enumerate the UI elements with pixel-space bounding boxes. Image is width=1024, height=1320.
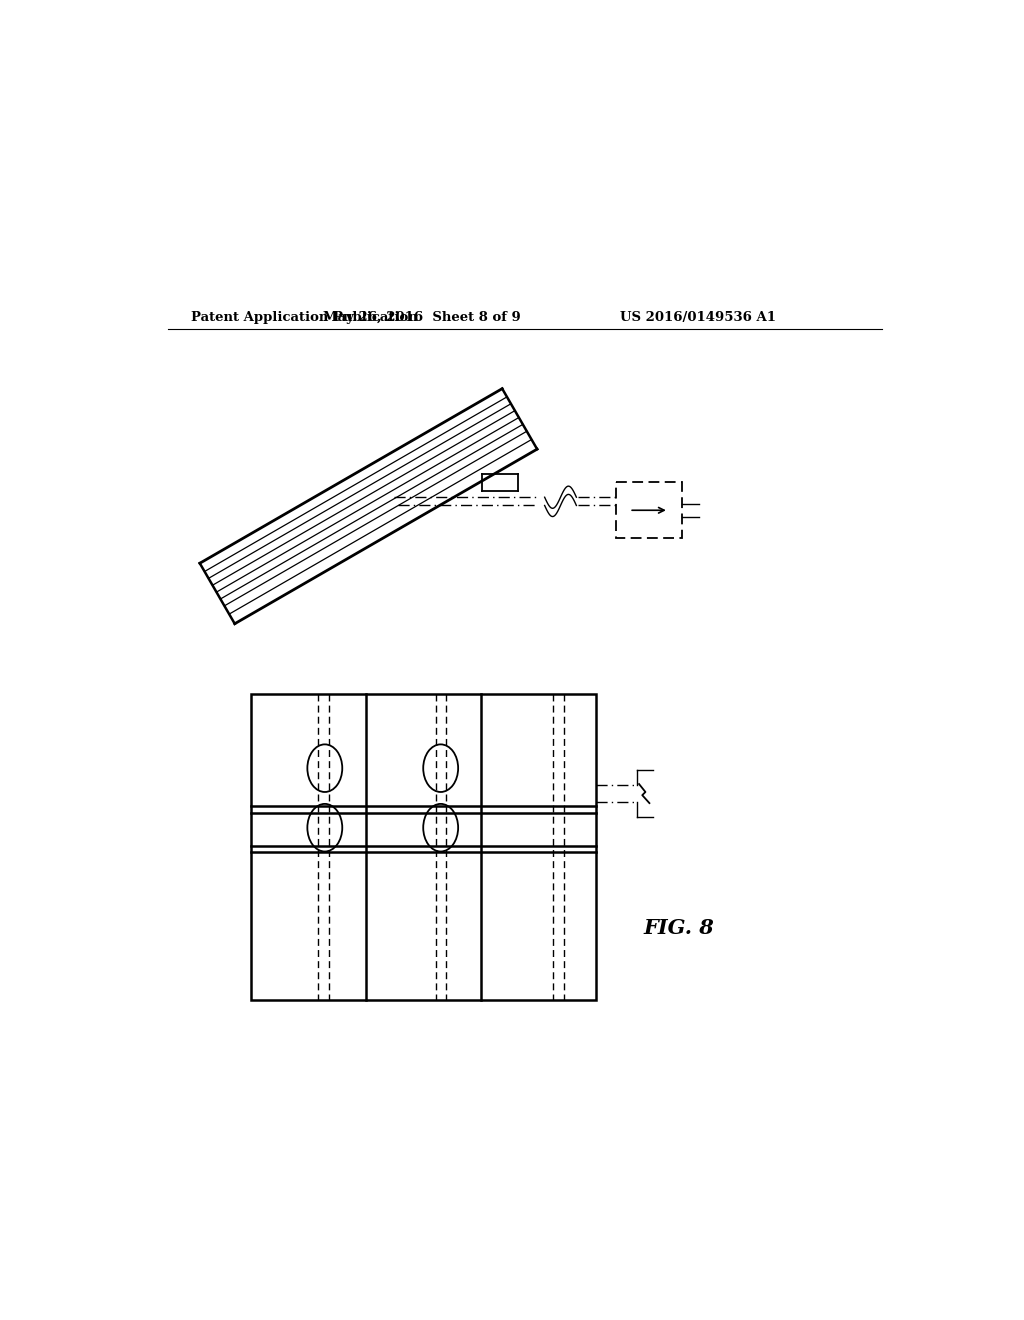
Ellipse shape (307, 744, 342, 792)
Text: Patent Application Publication: Patent Application Publication (191, 312, 418, 323)
Text: FIG. 8: FIG. 8 (644, 919, 715, 939)
Text: US 2016/0149536 A1: US 2016/0149536 A1 (620, 312, 776, 323)
Ellipse shape (423, 744, 458, 792)
Ellipse shape (423, 804, 458, 851)
Ellipse shape (307, 804, 342, 851)
Text: May 26, 2016  Sheet 8 of 9: May 26, 2016 Sheet 8 of 9 (323, 312, 520, 323)
Bar (616, 483, 682, 539)
Bar (251, 694, 596, 1001)
